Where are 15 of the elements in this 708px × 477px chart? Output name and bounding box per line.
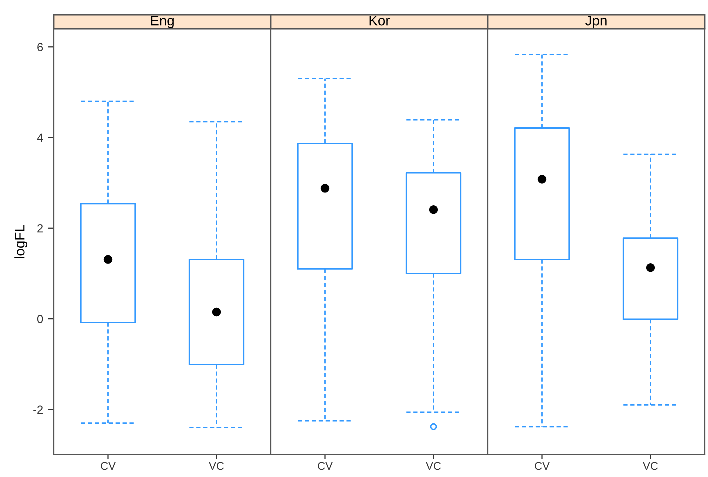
y-tick-label: 6 (38, 43, 44, 52)
x-tick-label: CV (535, 462, 550, 470)
y-tick-label: 2 (38, 224, 43, 233)
x-tick-label: VC (426, 462, 442, 470)
y-axis-title: logFL (14, 225, 28, 258)
chart-title: Eng (151, 16, 174, 28)
chart-title: Kor (370, 16, 390, 26)
chart-title: Jpn (586, 16, 607, 28)
y-tick-label: -2 (34, 406, 43, 414)
x-tick-label: CV (318, 462, 333, 470)
y-tick-label: 4 (37, 134, 44, 142)
x-tick-label: VC (209, 462, 224, 470)
y-tick-label: 0 (37, 315, 44, 324)
x-tick-label: VC (643, 462, 658, 470)
x-tick-label: CV (101, 462, 116, 470)
